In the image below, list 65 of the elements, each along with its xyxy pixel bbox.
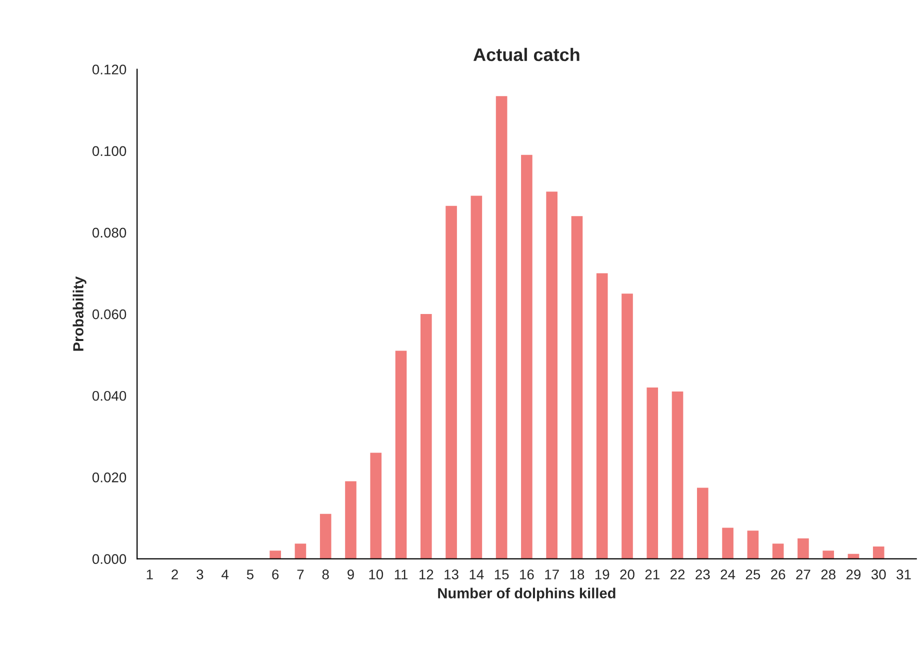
bar	[646, 387, 658, 559]
x-tick-label: 15	[494, 570, 509, 580]
y-tick-label: 0.040	[92, 390, 126, 401]
x-tick-label: 9	[348, 570, 354, 580]
bar	[446, 206, 457, 559]
x-tick-label: 27	[796, 570, 810, 580]
bar	[697, 488, 708, 559]
bar	[747, 530, 759, 559]
x-tick-label: 4	[222, 570, 229, 580]
x-tick-label: 2	[172, 570, 178, 580]
x-tick-label: 30	[871, 570, 886, 580]
bar	[420, 314, 432, 559]
bar	[395, 350, 407, 559]
bar	[571, 216, 583, 559]
bar	[320, 514, 332, 559]
y-tick-label: 0.120	[92, 64, 126, 74]
bar	[294, 544, 306, 559]
x-tick-label: 26	[771, 570, 786, 580]
y-axis-title: Probability	[72, 276, 86, 351]
bar	[822, 550, 834, 559]
x-tick-label: 5	[246, 570, 254, 580]
bar	[672, 392, 684, 559]
x-tick-label: 21	[645, 570, 660, 580]
x-tick-label: 13	[444, 570, 458, 580]
x-tick-label: 10	[369, 570, 384, 580]
y-tick-label: 0.080	[92, 228, 126, 238]
y-tick-label: 0.060	[92, 309, 126, 320]
bar	[622, 294, 633, 559]
bar	[596, 273, 608, 559]
x-tick-label: 19	[595, 570, 610, 580]
x-tick-label: 18	[570, 570, 584, 580]
x-tick-label: 1	[146, 570, 153, 580]
x-tick-label: 12	[419, 570, 434, 580]
bar	[370, 452, 382, 559]
x-tick-label: 28	[821, 570, 836, 580]
x-tick-label: 16	[520, 570, 534, 580]
x-tick-label: 6	[272, 570, 279, 580]
x-tick-label: 7	[297, 570, 304, 580]
x-tick-label: 14	[470, 570, 484, 580]
bar	[546, 192, 558, 559]
x-tick-label: 17	[545, 570, 559, 580]
x-tick-label: 24	[720, 570, 736, 580]
x-tick-label: 8	[322, 570, 329, 580]
bar	[345, 481, 356, 559]
bar	[872, 546, 884, 559]
bar	[798, 538, 809, 559]
x-axis-title: Number of dolphins killed	[438, 588, 616, 602]
x-tick-label: 23	[696, 570, 710, 580]
bar	[772, 544, 784, 559]
bar	[470, 196, 482, 559]
bar	[722, 528, 734, 559]
x-tick-label: 20	[620, 570, 634, 580]
chart-title: Actual catch	[473, 48, 580, 62]
x-tick-label: 25	[746, 570, 760, 580]
y-tick-label: 0.000	[92, 554, 126, 564]
y-tick-label: 0.100	[92, 146, 126, 156]
bar	[496, 96, 508, 559]
x-tick-label: 3	[196, 570, 204, 580]
bar	[270, 550, 281, 559]
x-tick-label: 31	[896, 570, 911, 580]
y-tick-label: 0.020	[92, 472, 126, 482]
bar	[521, 154, 532, 559]
x-tick-label: 11	[394, 570, 408, 580]
x-tick-label: 22	[670, 570, 685, 580]
x-tick-label: 29	[846, 570, 861, 580]
